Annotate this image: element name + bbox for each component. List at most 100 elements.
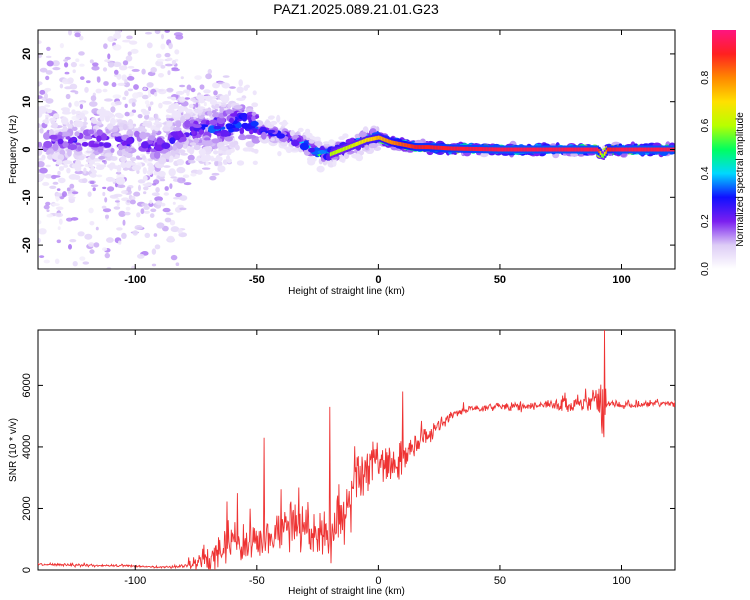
- spectrogram-cell: [520, 147, 524, 152]
- spectrogram-cell: [177, 177, 186, 184]
- spectrogram-cell: [155, 124, 162, 128]
- spectrogram-cell: [583, 147, 586, 152]
- spectrogram-cell: [468, 146, 471, 151]
- spectrogram-cell: [125, 55, 133, 62]
- spectrogram-cell: [446, 146, 449, 151]
- spectrogram-cell: [88, 160, 95, 165]
- spectrogram-cell: [130, 157, 137, 162]
- spectrogram-cell: [442, 146, 445, 150]
- spectrogram-cell: [252, 90, 257, 96]
- spectrogram-cell: [615, 147, 619, 152]
- colorbar-tick-label: 0.6: [700, 118, 711, 132]
- spectrogram-cell: [375, 136, 378, 141]
- spectrogram-cell: [605, 149, 608, 154]
- spectrogram-cell: [183, 89, 190, 93]
- spectrogram-cell: [175, 120, 182, 128]
- spectrogram-cell: [68, 102, 72, 108]
- spectrogram-cell: [98, 155, 106, 160]
- spectrogram-cell: [99, 113, 105, 122]
- spectrogram-cell: [307, 142, 316, 146]
- spectrogram-cell: [134, 225, 143, 230]
- spectrogram-cell: [151, 263, 157, 267]
- spectrogram-cell: [243, 85, 249, 91]
- spectrogram-cell: [158, 88, 167, 95]
- spectrogram-cell: [113, 206, 121, 210]
- spectrogram-cell: [38, 228, 47, 235]
- spectrogram-cell: [114, 112, 123, 118]
- spectrogram-cell: [461, 146, 464, 151]
- spectrogram-cell: [277, 151, 282, 157]
- spectrogram-cell: [168, 118, 174, 121]
- spectrogram-cell: [291, 139, 300, 147]
- spectrogram-cell: [51, 174, 57, 180]
- spectrogram-cell: [46, 109, 53, 114]
- spectrogram-cell: [609, 147, 613, 152]
- spectrogram-cell: [541, 147, 544, 152]
- spectrogram-cell: [593, 147, 597, 152]
- spectrogram-cell: [236, 86, 244, 94]
- spectrogram-cell: [121, 232, 127, 239]
- spectrogram-cell: [103, 142, 112, 148]
- spectrogram-cell: [144, 232, 151, 238]
- spectrogram-cell: [151, 248, 157, 255]
- spectrogram-cell: [149, 101, 154, 106]
- spectrogram-cell: [160, 43, 166, 50]
- spectrogram-cell: [74, 170, 84, 175]
- spectrogram-cell: [245, 141, 255, 148]
- spectrogram-cell: [353, 143, 356, 148]
- colorbar-gradient: [712, 30, 736, 269]
- spectrogram-cell: [45, 164, 51, 168]
- spectrogram-cell: [379, 135, 382, 140]
- spectrogram-cell: [571, 147, 575, 152]
- spectrogram-cell: [196, 169, 203, 175]
- spectrogram-cell: [429, 145, 432, 150]
- spectrogram-cell: [102, 186, 107, 190]
- spectrogram-cell: [188, 103, 194, 109]
- spectrogram-cell: [46, 149, 51, 155]
- spectrogram-cell: [211, 172, 220, 176]
- spectrogram-cell: [122, 60, 129, 66]
- spectrogram-x-tick-label: 50: [494, 274, 506, 286]
- spectrogram-cell: [49, 134, 58, 140]
- spectrogram-y-tick-label: 20: [21, 48, 33, 60]
- spectrogram-cell: [143, 205, 150, 210]
- spectrogram-cell: [128, 133, 133, 137]
- spectrogram-cell: [58, 166, 65, 171]
- spectrogram-cell: [155, 200, 163, 205]
- spectrogram-cell: [202, 140, 213, 147]
- spectrogram-cell: [100, 133, 108, 141]
- spectrogram-cell: [207, 68, 212, 75]
- spectrogram-cell: [501, 147, 505, 152]
- spectrogram-cell: [38, 237, 41, 244]
- snr-x-tick-label: 100: [612, 575, 630, 587]
- spectrogram-cell: [427, 145, 430, 150]
- spectrogram-cell: [67, 123, 73, 129]
- spectrogram-cell: [474, 147, 477, 151]
- spectrogram-cell: [309, 136, 317, 140]
- spectrogram-cell: [92, 187, 96, 192]
- spectrogram-cell: [152, 183, 157, 186]
- spectrogram-cell: [62, 125, 68, 133]
- spectrogram-cell: [660, 147, 664, 152]
- spectrogram-cell: [105, 214, 109, 219]
- spectrogram-cell: [128, 73, 132, 77]
- spectrogram-cell: [364, 144, 370, 151]
- spectrogram-cell: [125, 161, 131, 168]
- spectrogram-cell: [493, 147, 496, 152]
- spectrogram-cell: [128, 40, 138, 45]
- spectrogram-cell: [122, 123, 128, 131]
- spectrogram-cell: [47, 154, 54, 160]
- spectrogram-cell: [96, 174, 103, 178]
- spectrogram-cell: [91, 143, 100, 148]
- spectrogram-cell: [78, 35, 84, 41]
- spectrogram-cell: [251, 111, 257, 116]
- spectrogram-cell: [80, 76, 85, 80]
- spectrogram-cell: [174, 49, 180, 55]
- spectrogram-cell: [45, 75, 50, 81]
- spectrogram-cell: [212, 82, 220, 89]
- spectrogram-cell: [504, 147, 508, 152]
- spectrogram-cell: [220, 146, 229, 152]
- spectrogram-cell: [525, 147, 528, 152]
- spectrogram-cell: [149, 199, 153, 204]
- spectrogram-cell: [370, 137, 373, 142]
